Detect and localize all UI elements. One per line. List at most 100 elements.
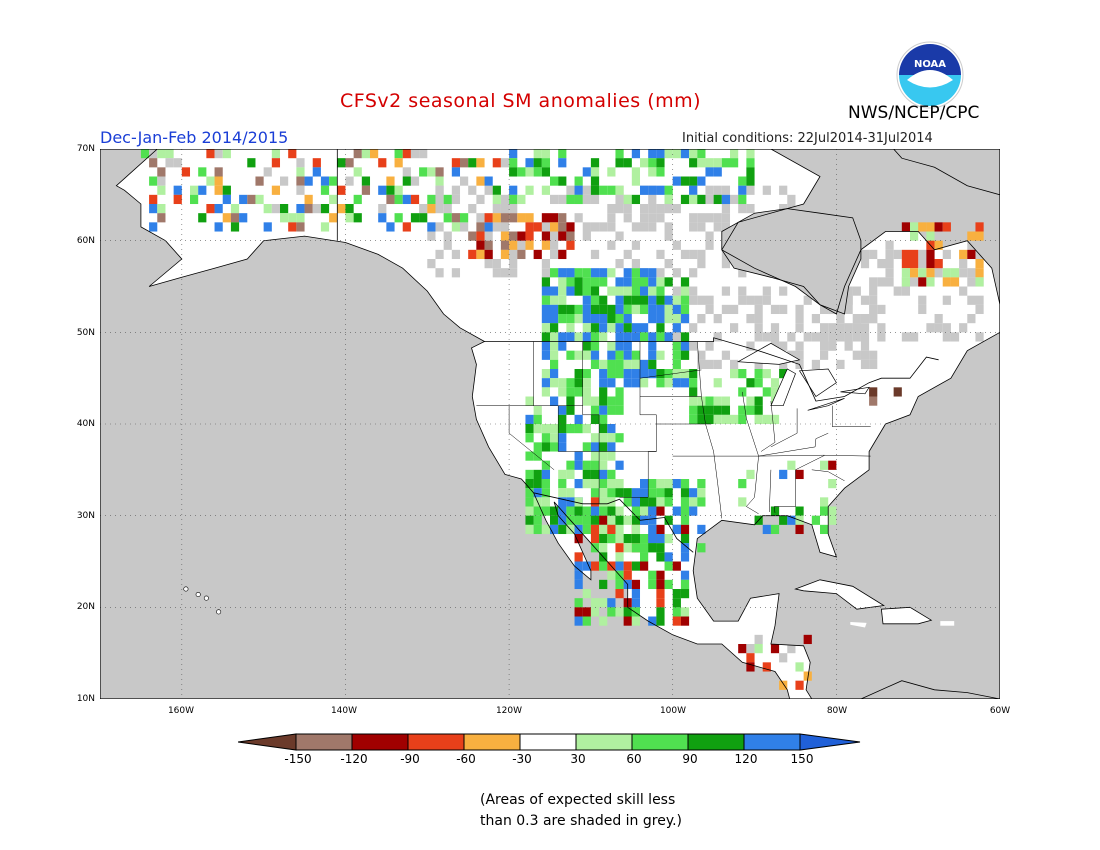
anomaly-cell <box>484 231 493 241</box>
anomaly-cell <box>918 259 927 269</box>
anomaly-cell <box>680 149 690 159</box>
anomaly-cell <box>746 259 755 269</box>
anomaly-cell <box>885 249 894 260</box>
anomaly-cell <box>460 158 469 168</box>
anomaly-cell <box>599 442 608 452</box>
anomaly-cell <box>680 332 690 342</box>
anomaly-cell <box>460 176 469 186</box>
anomaly-cell <box>607 469 616 480</box>
anomaly-cell <box>656 213 665 223</box>
anomaly-cell <box>689 506 698 516</box>
anomaly-cell <box>656 534 665 544</box>
anomaly-cell <box>623 332 632 342</box>
anomaly-cell <box>901 277 911 287</box>
anomaly-cell <box>672 332 681 342</box>
anomaly-cell <box>320 185 330 195</box>
anomaly-cell <box>345 204 354 214</box>
anomaly-cell <box>517 231 526 241</box>
anomaly-cell <box>533 405 542 415</box>
jamaica <box>850 622 867 628</box>
anomaly-cell <box>582 295 591 305</box>
anomaly-cell <box>754 644 763 654</box>
anomaly-cell <box>656 304 665 315</box>
anomaly-cell <box>721 259 731 269</box>
anomaly-cell <box>615 259 624 269</box>
anomaly-cell <box>590 607 600 617</box>
anomaly-cell <box>582 607 591 617</box>
anomaly-cell <box>689 222 698 232</box>
anomaly-cell <box>402 222 411 232</box>
anomaly-cell <box>672 369 681 379</box>
anomaly-cell <box>705 304 714 315</box>
anomaly-cell <box>721 222 731 232</box>
state-border <box>760 401 776 452</box>
anomaly-cell <box>509 158 518 168</box>
anomaly-cell <box>672 350 681 360</box>
anomaly-cell <box>427 222 436 232</box>
anomaly-cell <box>574 607 583 617</box>
anomaly-cell <box>640 359 649 370</box>
anomaly-cell <box>353 149 362 159</box>
anomaly-cell <box>582 231 591 241</box>
anomaly-cell <box>607 359 616 370</box>
colorbar-swatch <box>631 733 689 751</box>
anomaly-cell <box>680 176 690 186</box>
anomaly-cell <box>648 277 657 287</box>
anomaly-cell <box>656 323 665 333</box>
anomaly-cell <box>787 194 796 205</box>
anomaly-cell <box>779 286 788 296</box>
anomaly-cell <box>590 515 600 525</box>
anomaly-cell <box>975 277 984 287</box>
map-title: CFSv2 seasonal SM anomalies (mm) <box>340 90 702 112</box>
state-border <box>770 408 798 448</box>
anomaly-cell <box>680 249 690 260</box>
anomaly-cell <box>525 240 534 250</box>
anomaly-cell <box>975 295 984 305</box>
anomaly-cell <box>394 149 403 159</box>
anomaly-cell <box>222 149 231 159</box>
anomaly-cell <box>942 323 951 333</box>
anomaly-cell <box>942 268 951 278</box>
anomaly-cell <box>746 295 755 305</box>
anomaly-cell <box>795 314 804 324</box>
anomaly-cell <box>615 304 624 315</box>
anomaly-cell <box>271 185 281 195</box>
great-lake <box>770 368 796 407</box>
anomaly-cell <box>214 176 223 186</box>
anomaly-cell <box>566 488 575 498</box>
anomaly-cell <box>541 295 551 305</box>
anomaly-cell <box>590 268 600 278</box>
anomaly-cell <box>623 616 632 626</box>
anomaly-cell <box>934 323 943 333</box>
anomaly-cell <box>689 149 698 159</box>
anomaly-cell <box>836 314 845 324</box>
anomaly-cell <box>738 222 747 232</box>
anomaly-cell <box>476 249 485 260</box>
anomaly-cell <box>533 515 542 525</box>
anomaly-cell <box>582 442 591 452</box>
anomaly-cell <box>869 350 878 360</box>
anomaly-cell <box>721 194 731 205</box>
anomaly-cell <box>648 616 657 626</box>
anomaly-cell <box>623 295 632 305</box>
anomaly-cell <box>566 222 575 232</box>
anomaly-cell <box>664 479 673 489</box>
anomaly-cell <box>615 286 624 296</box>
anomaly-cell <box>664 149 673 159</box>
anomaly-cell <box>296 222 305 232</box>
anomaly-cell <box>558 442 567 452</box>
anomaly-cell <box>550 396 559 406</box>
anomaly-cell <box>811 268 821 278</box>
anomaly-cell <box>680 314 690 324</box>
anomaly-cell <box>811 314 821 324</box>
anomaly-cell <box>574 286 583 296</box>
anomaly-cell <box>599 396 608 406</box>
anomaly-cell <box>820 185 829 195</box>
anomaly-cell <box>672 323 681 333</box>
anomaly-cell <box>500 158 510 168</box>
anomaly-cell <box>541 231 551 241</box>
anomaly-cell <box>590 304 600 315</box>
anomaly-cell <box>566 424 575 434</box>
anomaly-cell <box>533 249 542 260</box>
anomaly-cell <box>648 158 657 168</box>
